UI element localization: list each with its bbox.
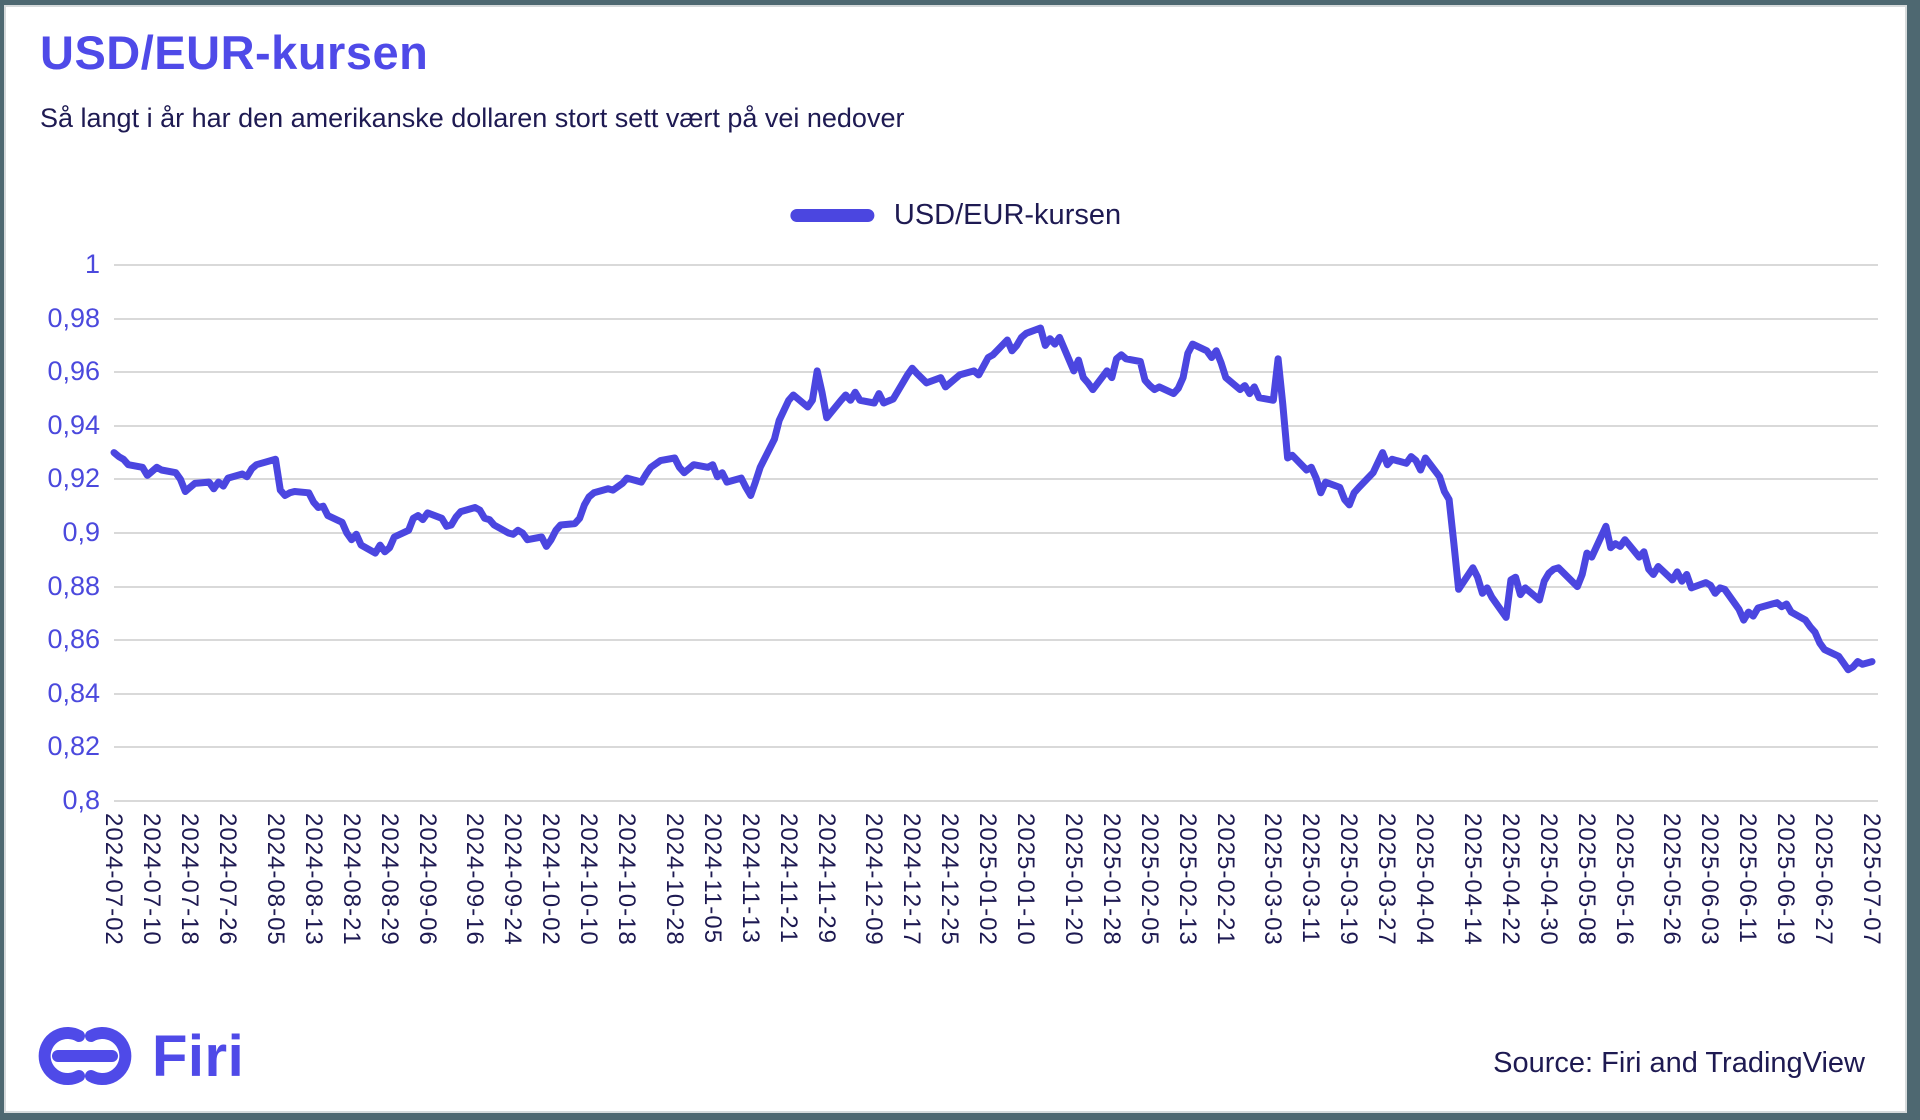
gridline [114,317,1878,320]
y-axis-tick-label: 0,92 [47,463,100,494]
price-chart [110,324,1876,674]
gridline [114,800,1878,802]
y-axis-tick-label: 0,98 [47,302,100,333]
y-axis-tick-label: 0,88 [47,570,100,601]
gridline [114,746,1878,749]
source-credit: Source: Firi and TradingView [1493,1047,1865,1079]
y-axis-tick-label: 0,94 [47,409,100,440]
gridline [114,371,1878,374]
y-axis-tick-label: 0,84 [47,677,100,708]
firi-logo: Firi [34,1019,244,1093]
page-title: USD/EUR-kursen [40,26,429,79]
gridline [114,639,1878,642]
plot-area: 1 0,98 0,96 0,94 0,92 0,9 0,88 0,86 0,84 0,82 0,8 2… [6,7,1905,1111]
y-axis-tick-label: 0,86 [47,624,100,655]
legend: USD/EUR-kursen [789,199,1122,232]
y-axis-tick-label: 0,82 [47,731,100,762]
chart-card: USD/EUR-kursen Så langt i år har den ame… [4,5,1907,1113]
legend-label: USD/EUR-kursen [893,199,1122,231]
legend-line-swatch-icon [789,209,874,222]
y-axis-tick-label: 0,8 [62,785,100,815]
gridline [114,585,1878,588]
y-axis-tick-label: 0,96 [47,356,100,387]
y-axis-tick-label: 1 [84,249,100,279]
gridline [114,478,1878,481]
firi-logo-text: Firi [152,1023,245,1089]
firi-logo-mark-icon [38,1027,132,1085]
gridline [114,532,1878,534]
price-line [110,324,1876,674]
gridline [114,692,1878,695]
gridline [114,424,1878,427]
y-axis-tick-label: 0,9 [62,517,100,547]
gridline [114,264,1878,266]
page-subtitle: Så langt i år har den amerikanske dollar… [40,103,905,133]
